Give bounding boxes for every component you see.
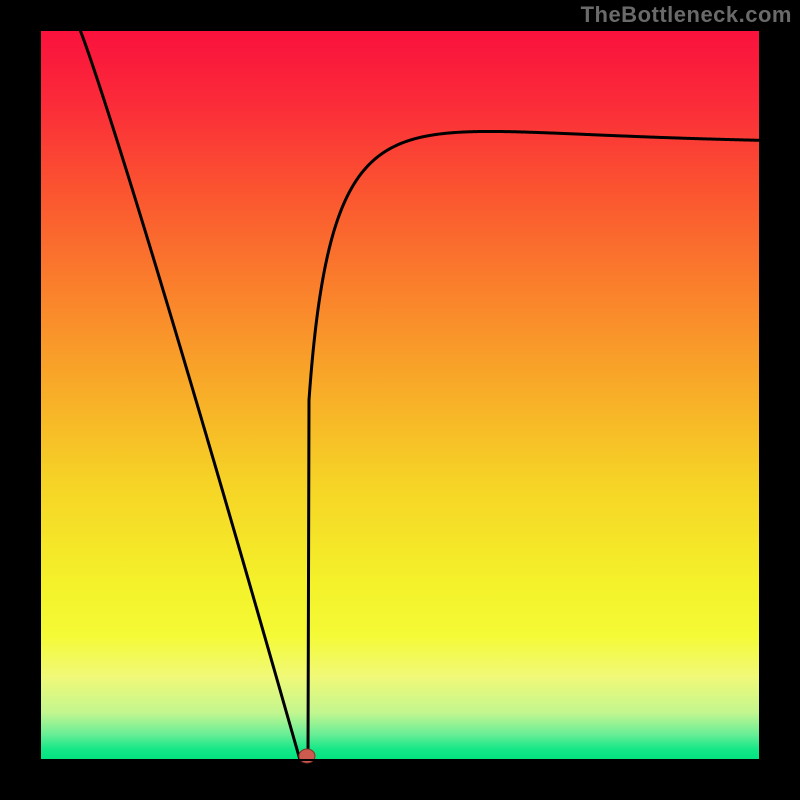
watermark-text: TheBottleneck.com: [581, 2, 792, 28]
bottleneck-chart: [0, 0, 800, 800]
chart-background: [40, 30, 760, 760]
